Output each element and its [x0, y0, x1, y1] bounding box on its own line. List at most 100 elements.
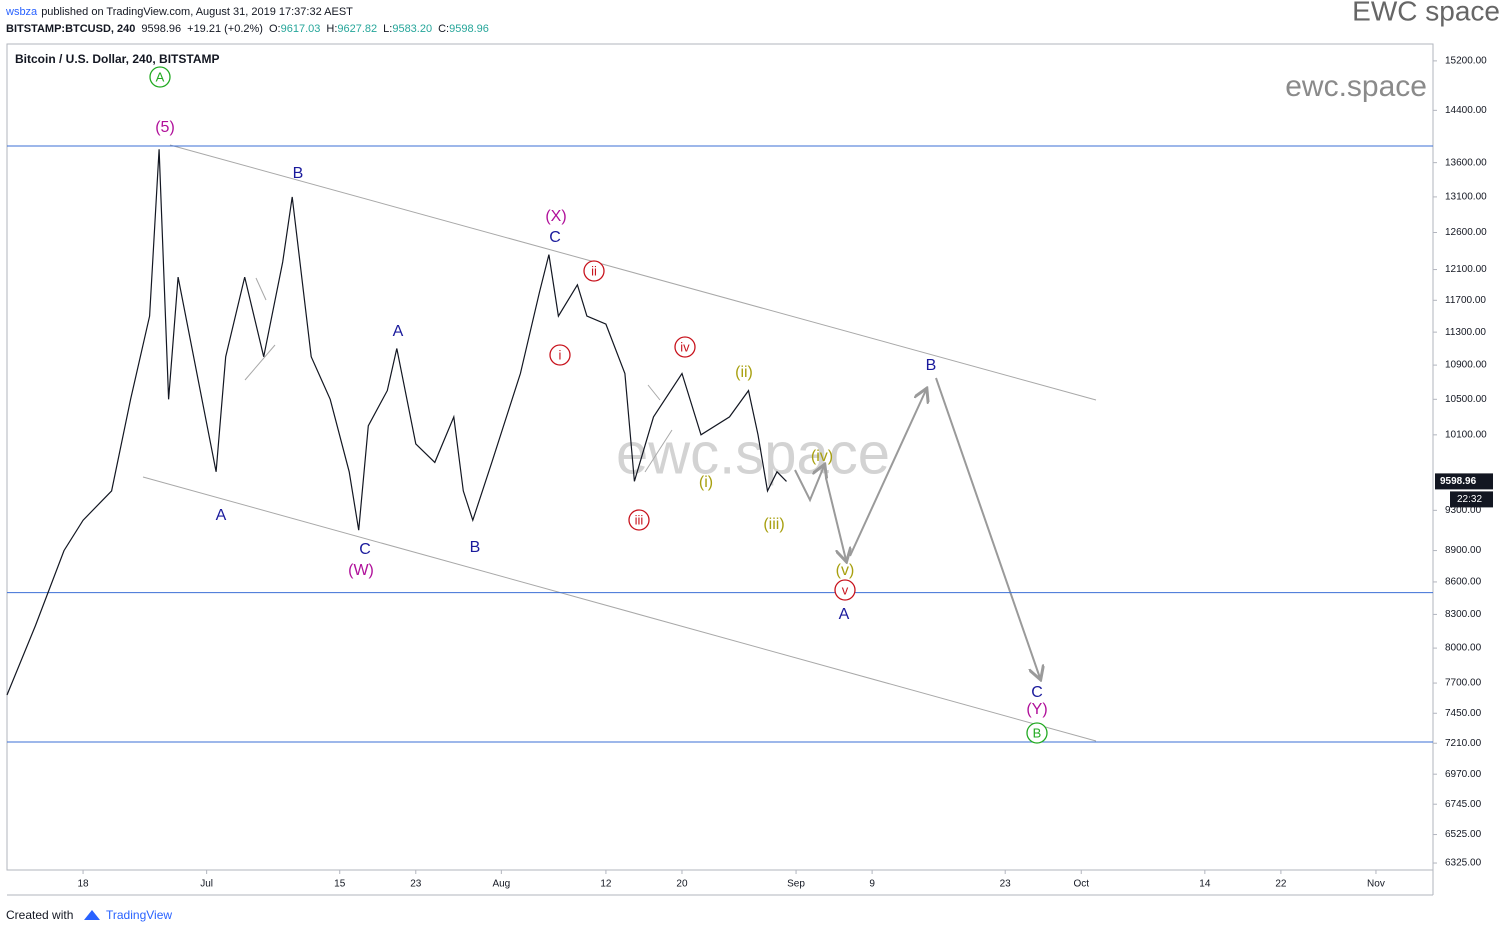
time-box: [1450, 491, 1493, 508]
chart-title: Bitcoin / U.S. Dollar, 240, BITSTAMP: [15, 52, 219, 66]
watermark-small: ewc.space: [1285, 70, 1427, 103]
ohlc-label: O:: [269, 23, 281, 35]
projection: [794, 377, 1040, 678]
ohlc-label: L:: [383, 23, 392, 35]
y-tick-label: 6745.00: [1445, 799, 1482, 810]
wave-label: (iii): [763, 516, 784, 533]
projection-arrow: [825, 477, 846, 560]
wave-circle: [834, 579, 856, 601]
price-line: [6, 149, 787, 696]
x-tick-label: Jul: [200, 879, 213, 890]
wave-label: iii: [635, 512, 644, 527]
published: published on TradingView.com, August 31,…: [41, 6, 353, 18]
brand: EWC space: [1352, 0, 1500, 26]
ohlc-label: C:: [438, 23, 449, 35]
publisher[interactable]: wsbza: [5, 6, 38, 18]
projection-arrow: [935, 377, 1040, 678]
wave-label: v: [842, 582, 849, 597]
projection-arrow: [849, 390, 926, 557]
y-tick-label: 6325.00: [1445, 858, 1482, 869]
y-tick-label: 14400.00: [1445, 105, 1487, 116]
y-tick-label: 12600.00: [1445, 227, 1487, 238]
wave-label: C: [1031, 684, 1043, 701]
wave-circle: [1026, 722, 1048, 744]
wave-label: (v): [836, 562, 855, 579]
ohlc-value: 9583.20: [392, 23, 432, 35]
y-tick-label: 13600.00: [1445, 157, 1487, 168]
wave-line: [244, 344, 276, 381]
x-tick-label: Sep: [787, 879, 805, 890]
y-tick-label: 8600.00: [1445, 577, 1482, 588]
wave-label: (W): [348, 562, 374, 579]
x-tick-label: 14: [1199, 879, 1211, 890]
time-label: 22:32: [1457, 494, 1482, 505]
channel: [142, 144, 1097, 742]
wave-label: iv: [680, 339, 690, 354]
wave-label: (X): [545, 208, 566, 225]
y-tick-label: 8000.00: [1445, 643, 1482, 654]
symbol: BITSTAMP:BTCUSD, 240: [6, 23, 135, 35]
y-tick-label: 8900.00: [1445, 545, 1482, 556]
wave-line: [644, 429, 673, 473]
wave-label: B: [1033, 725, 1042, 740]
wave-line: [255, 277, 267, 301]
ohlc-label: H:: [326, 23, 337, 35]
plot: 15200.00 14400.00 13600.00 13100.00 12600.00…: [6, 56, 1493, 890]
wave-circle: [549, 344, 571, 366]
wave-label: (Y): [1026, 701, 1047, 718]
y-tick-label: 10500.00: [1445, 394, 1487, 405]
ohlc-value: 9617.03: [281, 23, 321, 35]
wave-label: A: [839, 606, 850, 623]
last-price-box: [1435, 473, 1493, 490]
wave-label: A: [393, 323, 404, 340]
y-tick-label: 11700.00: [1445, 295, 1486, 306]
wave-label: i: [559, 347, 562, 362]
x-tick-label: Oct: [1073, 879, 1089, 890]
y-tick-label: 15200.00: [1445, 56, 1487, 67]
wave-circle: [149, 66, 171, 88]
x-tick-label: Nov: [1367, 879, 1385, 890]
wave-circle: [628, 509, 650, 531]
wave-circle: [674, 336, 696, 358]
wave-label: ii: [591, 263, 597, 278]
change: +19.21 (+0.2%): [187, 23, 263, 35]
ohlc-value: 9627.82: [337, 23, 377, 35]
wave-label: (iv): [811, 448, 833, 465]
y-tick-label: 7210.00: [1445, 738, 1482, 749]
wave-label: (5): [155, 119, 175, 136]
x-tick-label: 23: [410, 879, 422, 890]
footer-brand[interactable]: TradingView: [106, 908, 172, 922]
x-tick-label: 12: [600, 879, 612, 890]
y-tick-label: 6525.00: [1445, 829, 1482, 840]
publisher-line: wsbza published on TradingView.com, Augus…: [5, 6, 353, 18]
wave-label: B: [470, 539, 481, 556]
wave-label: (i): [699, 474, 713, 491]
y-tick-label: 7700.00: [1445, 678, 1482, 689]
wave-label: B: [926, 357, 937, 374]
x-tick-label: 22: [1275, 879, 1287, 890]
x-tick-label: Aug: [492, 879, 510, 890]
channel-lower: [142, 476, 1097, 742]
wave-label: B: [293, 165, 304, 182]
y-tick-label: 11300.00: [1445, 327, 1486, 338]
price: 9598.96: [141, 23, 181, 35]
wave-label: C: [549, 229, 561, 246]
y-tick-label: 8300.00: [1445, 609, 1482, 620]
x-tick-label: 18: [77, 879, 89, 890]
y-tick-label: 13100.00: [1445, 192, 1487, 203]
x-tick-label: 23: [1000, 879, 1012, 890]
wave-line: [647, 384, 661, 401]
symbol-line: BITSTAMP:BTCUSD, 240 9598.96 +19.21 (+0.2%…: [6, 23, 489, 35]
watermark-center: ewc.space: [616, 421, 890, 486]
y-tick-label: 7450.00: [1445, 708, 1482, 719]
x-tick-label: 20: [676, 879, 688, 890]
ohlc: O:9617.03 H:9627.82 L:9583.20 C:9598.96: [269, 23, 489, 35]
y-tick-label: 10900.00: [1445, 360, 1487, 371]
wave-label: C: [359, 541, 371, 558]
wave-label: (ii): [735, 364, 753, 381]
channel-upper: [169, 144, 1097, 401]
footer-created: Created with: [6, 908, 73, 922]
y-tick-label: 9300.00: [1445, 505, 1482, 516]
